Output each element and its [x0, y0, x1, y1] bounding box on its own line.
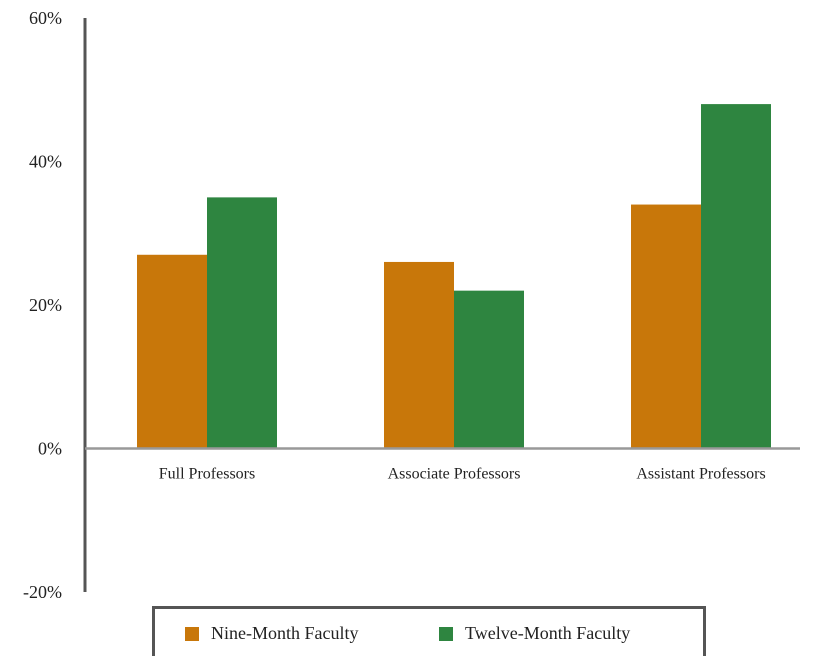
bar-twelve-month: [454, 290, 524, 449]
legend-label-nine-month: Nine-Month Faculty: [211, 623, 359, 643]
legend: Nine-Month Faculty Twelve-Month Faculty: [152, 606, 706, 656]
bar-nine-month: [631, 204, 701, 449]
bars: [137, 104, 771, 449]
bar-twelve-month: [701, 104, 771, 449]
legend-label-twelve-month: Twelve-Month Faculty: [465, 623, 631, 643]
y-axis: -20% 0% 20% 40% 60%: [23, 8, 87, 602]
legend-item-nine-month: Nine-Month Faculty: [185, 623, 358, 644]
x-axis: Full Professors Associate Professors Assis…: [85, 447, 800, 483]
y-tick-label: -20%: [23, 582, 62, 602]
y-tick-label: 20%: [29, 295, 62, 315]
y-tick-label: 0%: [38, 439, 62, 459]
legend-swatch-twelve-month: [439, 626, 453, 641]
legend-item-twelve-month: Twelve-Month Faculty: [439, 623, 630, 644]
x-category-label: Assistant Professors: [636, 466, 765, 483]
bar-nine-month: [137, 254, 207, 449]
bar-twelve-month: [207, 197, 277, 449]
bar-nine-month: [384, 261, 454, 449]
legend-swatch-nine-month: [185, 626, 199, 641]
x-category-label: Associate Professors: [388, 466, 521, 483]
y-tick-label: 40%: [29, 152, 62, 172]
x-category-label: Full Professors: [159, 466, 255, 483]
y-tick-label: 60%: [29, 8, 62, 28]
